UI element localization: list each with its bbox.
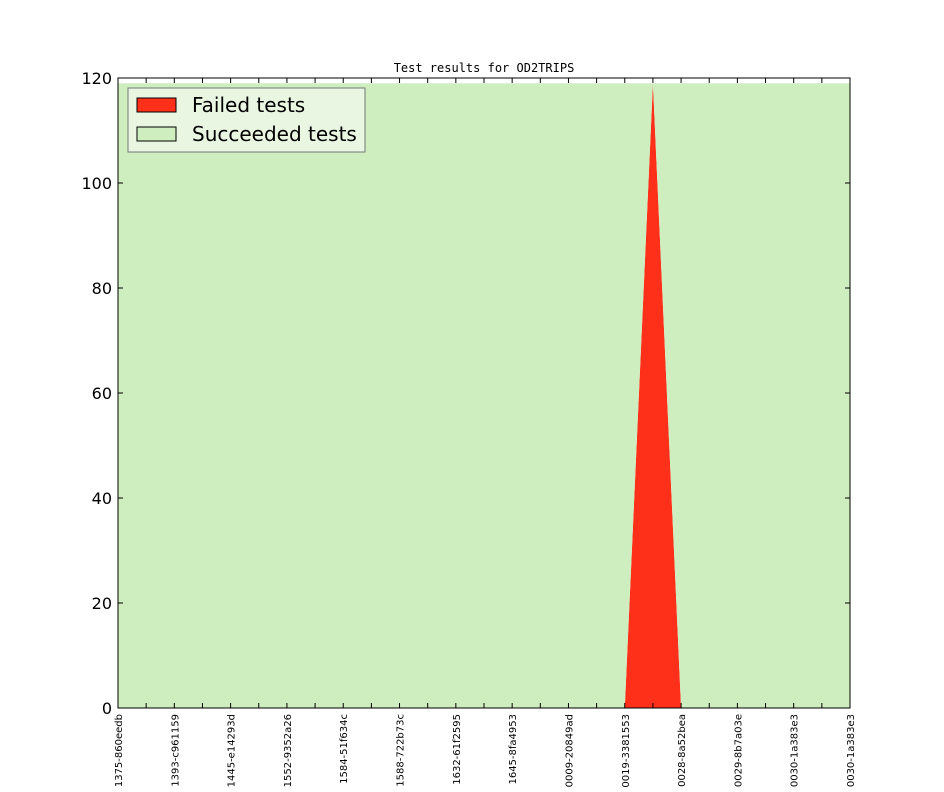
x-tick-label: 1645-8fa4953: [508, 714, 519, 785]
plot-area: [118, 83, 850, 708]
x-tick-label: 1445-e14293d: [227, 714, 238, 787]
series-area-succeeded-tests: [118, 83, 850, 708]
x-tick-label: 1393-c961159: [170, 714, 181, 787]
legend-label: Failed tests: [192, 93, 305, 117]
legend: Failed tests Succeeded tests: [127, 87, 366, 153]
chart-title: Test results for OD2TRIPS: [394, 61, 575, 75]
y-tick-label: 80: [92, 279, 112, 298]
x-tick-label: 0029-8b7a03e: [733, 714, 744, 787]
y-tick-label: 0: [102, 699, 112, 718]
x-tick-label: 1632-61f2595: [452, 714, 463, 785]
legend-swatch: [136, 126, 177, 142]
y-tick-label: 20: [92, 594, 112, 613]
legend-swatch: [136, 97, 177, 113]
x-tick-label: 0028-8a52bea: [677, 714, 688, 787]
x-tick-label: 0030-1a383e3: [790, 714, 801, 787]
axes: 0 20 40 60 80 100 120 1375-860eedb 1393-c961159 1…: [81, 69, 857, 788]
x-tick-label: 1552-9352a26: [283, 714, 294, 787]
x-tick-label: 0009-20849ad: [564, 714, 575, 787]
y-tick-label: 60: [92, 384, 112, 403]
series-area-failed-tests: [118, 83, 850, 708]
x-tick-label: 0019-3381553: [621, 714, 632, 787]
legend-label: Succeeded tests: [192, 122, 357, 146]
x-tick-label: 1375-860eedb: [114, 714, 125, 787]
x-tick-label: 1588-722b73c: [396, 714, 407, 787]
y-tick-label: 100: [81, 174, 112, 193]
y-tick-label: 120: [81, 69, 112, 88]
x-tick-label: 1584-51f634c: [339, 714, 350, 784]
y-tick-label: 40: [92, 489, 112, 508]
x-tick-label: 0030-1a383e3: [846, 714, 857, 787]
